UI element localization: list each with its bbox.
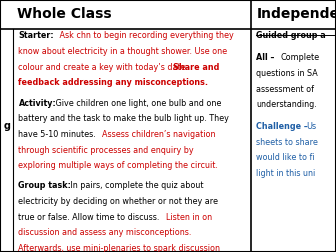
Text: All –: All –: [256, 53, 278, 62]
Text: Listen in on: Listen in on: [166, 213, 212, 222]
Text: Guided group a: Guided group a: [256, 32, 326, 41]
Text: colour and create a key with today’s date.: colour and create a key with today’s dat…: [18, 63, 191, 72]
Text: true or false. Allow time to discuss.: true or false. Allow time to discuss.: [18, 213, 162, 222]
Text: discussion and assess any misconceptions.: discussion and assess any misconceptions…: [18, 228, 192, 237]
Text: Us: Us: [306, 122, 316, 131]
Text: Afterwards, use mini-plenaries to spark discussion: Afterwards, use mini-plenaries to spark …: [18, 244, 220, 252]
Text: Independe: Independe: [256, 8, 336, 21]
Text: Ask chn to begin recording everything they: Ask chn to begin recording everything th…: [57, 32, 234, 41]
Text: would like to fi: would like to fi: [256, 153, 315, 162]
Text: know about electricity in a thought shower. Use one: know about electricity in a thought show…: [18, 47, 227, 56]
Text: g: g: [3, 121, 10, 131]
Text: battery and the task to make the bulb light up. They: battery and the task to make the bulb li…: [18, 114, 229, 123]
Text: light in this uni: light in this uni: [256, 169, 316, 178]
Text: Challenge –: Challenge –: [256, 122, 311, 131]
Text: In pairs, complete the quiz about: In pairs, complete the quiz about: [68, 181, 204, 191]
Text: have 5-10 minutes.: have 5-10 minutes.: [18, 130, 99, 139]
Text: assessment of: assessment of: [256, 85, 314, 94]
Text: Activity:: Activity:: [18, 99, 56, 108]
Text: understanding.: understanding.: [256, 100, 317, 109]
Text: through scientific processes and enquiry by: through scientific processes and enquiry…: [18, 146, 194, 154]
Text: sheets to share: sheets to share: [256, 138, 318, 147]
Text: Complete: Complete: [281, 53, 320, 62]
Text: Give children one light, one bulb and one: Give children one light, one bulb and on…: [53, 99, 221, 108]
Text: questions in SA: questions in SA: [256, 69, 318, 78]
Text: Starter:: Starter:: [18, 32, 54, 41]
Text: Group task:: Group task:: [18, 181, 71, 191]
Text: Whole Class: Whole Class: [17, 8, 112, 21]
Text: feedback addressing any misconceptions.: feedback addressing any misconceptions.: [18, 78, 208, 87]
Text: electricity by deciding on whether or not they are: electricity by deciding on whether or no…: [18, 197, 218, 206]
Text: exploring multiple ways of completing the circuit.: exploring multiple ways of completing th…: [18, 161, 218, 170]
Text: Share and: Share and: [173, 63, 219, 72]
Text: Assess children’s navigation: Assess children’s navigation: [102, 130, 215, 139]
